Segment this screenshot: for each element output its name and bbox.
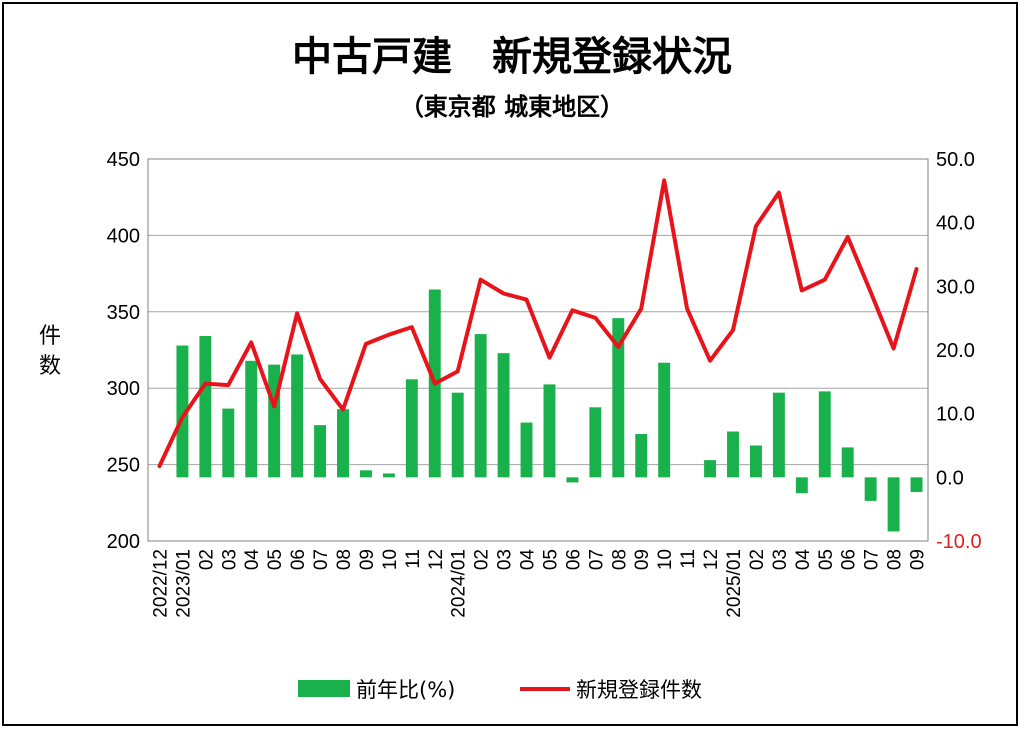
left-tick-label: 300 [107,378,140,400]
y-axis-label-1: 件 [39,324,61,349]
bar [382,473,395,478]
bar [543,384,556,478]
legend-bar-label: 前年比(%) [356,678,455,702]
bar [337,409,349,478]
gridlines [148,158,928,542]
bar [451,392,464,478]
x-tick-label: 11 [403,549,424,569]
x-tick-label: 10 [380,549,401,570]
left-axis: 450 400 350 300 250 200 [107,149,140,553]
bar [222,408,235,478]
bar [727,431,739,478]
bar [314,425,327,478]
bar [268,364,281,478]
x-tick-label: 03 [770,549,791,570]
x-tick-label: 03 [495,549,516,570]
bar [795,477,808,494]
right-tick-label: -10.0 [936,531,982,553]
x-tick-label: 12 [701,549,722,570]
right-tick-label: 10.0 [936,404,975,426]
left-tick-label: 450 [107,149,140,171]
x-tick-label: 04 [793,549,814,571]
x-tick-label: 10 [655,549,676,570]
bar [658,362,671,478]
bar-series [176,289,923,532]
bar [772,392,785,478]
x-tick-label: 11 [678,549,699,569]
bar [841,447,854,478]
plot-area [147,158,929,542]
x-tick-label: 12 [426,549,447,570]
bar [520,422,533,478]
left-tick-label: 400 [107,225,140,247]
bar [887,477,900,532]
x-tick-label: 07 [586,549,607,570]
left-tick-label: 250 [107,455,140,477]
x-axis: 2022/12 2023/01 02 03 04 05 06 07 08 09 10 11 12 2024… [150,549,928,618]
right-tick-label: 30.0 [936,276,975,298]
bar [589,407,602,478]
bar [474,334,487,478]
bar [864,477,877,501]
x-tick-label: 02 [747,549,768,570]
legend: 前年比(%) 新規登録件数 [298,678,702,702]
bar [612,318,625,478]
x-tick-label: 09 [632,549,653,570]
bar [910,477,923,492]
x-tick-label: 09 [357,549,378,570]
legend-line-label: 新規登録件数 [576,678,702,702]
x-tick-label: 03 [219,549,240,570]
series-line [157,178,919,469]
x-tick-label: 08 [609,549,630,570]
x-tick-label: 05 [265,549,286,570]
x-tick-label: 07 [311,549,332,570]
right-tick-label: 20.0 [936,340,975,362]
x-tick-label: 05 [540,549,561,570]
bar [704,460,717,478]
x-tick-label: 07 [862,549,883,570]
left-tick-label: 200 [107,531,140,553]
x-tick-label: 2025/01 [724,549,745,618]
x-tick-label: 02 [196,549,217,570]
chart-title: 中古戸建 新規登録状況 [292,34,732,80]
bar [176,345,189,478]
y-axis-label-2: 数 [39,354,61,379]
bar [497,353,510,478]
x-tick-label: 05 [816,549,837,570]
bar [818,391,831,478]
x-tick-label: 04 [242,549,263,571]
line-series [157,178,919,469]
bar [359,470,372,478]
legend-bar-swatch [298,680,350,697]
bar [291,354,304,478]
bar [635,434,648,478]
right-tick-label: 50.0 [936,149,975,171]
bar [405,379,418,478]
right-tick-label: 40.0 [936,213,975,235]
x-tick-label: 06 [839,549,860,570]
x-tick-label: 2024/01 [449,549,470,618]
left-tick-label: 350 [107,302,140,324]
x-tick-label: 06 [288,549,309,570]
x-tick-label: 08 [334,549,355,570]
x-tick-label: 06 [563,549,584,570]
bar [749,445,762,478]
x-tick-label: 09 [908,549,929,570]
x-tick-label: 2023/01 [173,549,194,618]
chart-subtitle: （東京都 城東地区） [400,93,624,121]
bar [566,477,579,483]
x-tick-label: 2022/12 [150,549,171,618]
x-tick-label: 08 [885,549,906,570]
x-tick-label: 02 [472,549,493,570]
right-tick-label: 0.0 [936,467,964,489]
right-axis: 50.0 40.0 30.0 20.0 10.0 0.0 -10.0 [936,149,982,553]
x-tick-label: 04 [518,549,539,571]
bar [245,360,258,478]
bar [199,335,212,478]
